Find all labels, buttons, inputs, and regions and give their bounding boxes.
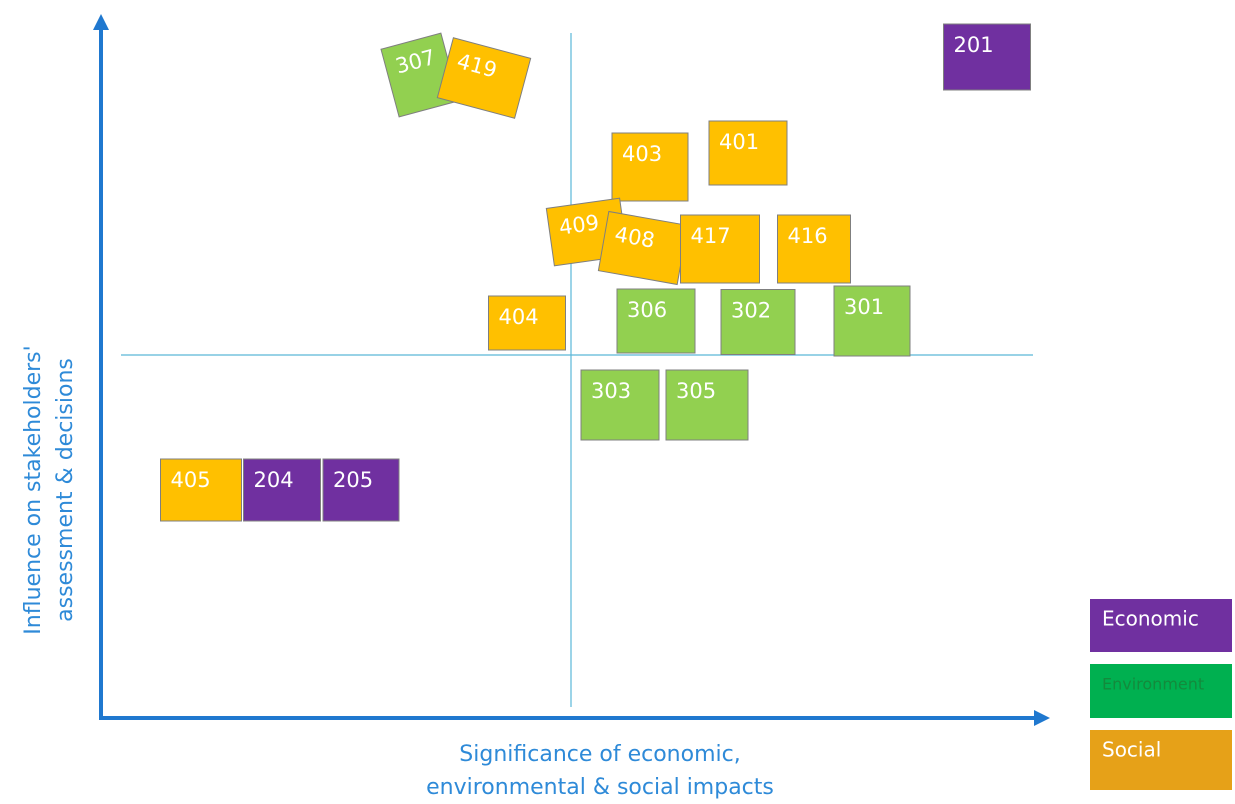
node-box [160, 458, 242, 522]
node-box [616, 288, 696, 354]
node-label: 305 [676, 379, 716, 403]
node-label: 403 [622, 142, 662, 166]
node-box [665, 369, 749, 441]
node: 205 [322, 458, 400, 522]
node-box [243, 458, 321, 522]
legend-label: Environment [1102, 675, 1204, 694]
node: 204 [243, 458, 321, 522]
node: 419 [436, 37, 532, 119]
node: 201 [943, 23, 1031, 91]
node-label: 417 [691, 224, 731, 248]
node: 303 [580, 369, 660, 441]
legend-label: Social [1102, 738, 1161, 762]
node-label: 401 [719, 130, 759, 154]
node-label: 416 [788, 224, 828, 248]
node-box [708, 120, 788, 186]
legend-box [1090, 730, 1232, 790]
node-label: 205 [333, 468, 373, 492]
node-label: 303 [591, 379, 631, 403]
node: 305 [665, 369, 749, 441]
node-box [777, 214, 851, 284]
node-box [436, 37, 532, 119]
legend-label: Economic [1102, 607, 1199, 631]
node: 403 [611, 132, 689, 202]
node: 408 [597, 210, 689, 286]
node-label: 201 [954, 33, 994, 57]
y-axis-label-group: Influence on stakeholders' assessment & … [21, 345, 78, 634]
node-box [720, 289, 796, 355]
node: 302 [720, 289, 796, 355]
node-box [580, 369, 660, 441]
node: 301 [833, 285, 911, 357]
node: 405 [160, 458, 242, 522]
y-axis-label: assessment & decisions [53, 358, 78, 622]
legend-box [1090, 599, 1232, 652]
node-label: 405 [171, 468, 211, 492]
node-box [322, 458, 400, 522]
x-axis-label: Significance of economic, [459, 742, 740, 767]
node-label: 302 [731, 299, 771, 323]
node-box [488, 295, 566, 351]
node: 416 [777, 214, 851, 284]
legend-box [1090, 664, 1232, 718]
node-box [611, 132, 689, 202]
node-box [833, 285, 911, 357]
node-label: 306 [627, 298, 667, 322]
node: 306 [616, 288, 696, 354]
node: 401 [708, 120, 788, 186]
node-box [680, 214, 760, 284]
node-label: 409 [557, 210, 600, 239]
legend: Economic Environment Social [1090, 599, 1232, 790]
y-axis-label: Influence on stakeholders' [21, 345, 46, 634]
node-label: 301 [844, 295, 884, 319]
node-label: 404 [499, 305, 539, 329]
node-box [943, 23, 1031, 91]
node: 404 [488, 295, 566, 351]
x-axis-label: environmental & social impacts [426, 775, 774, 800]
node: 417 [680, 214, 760, 284]
node-label: 204 [254, 468, 294, 492]
